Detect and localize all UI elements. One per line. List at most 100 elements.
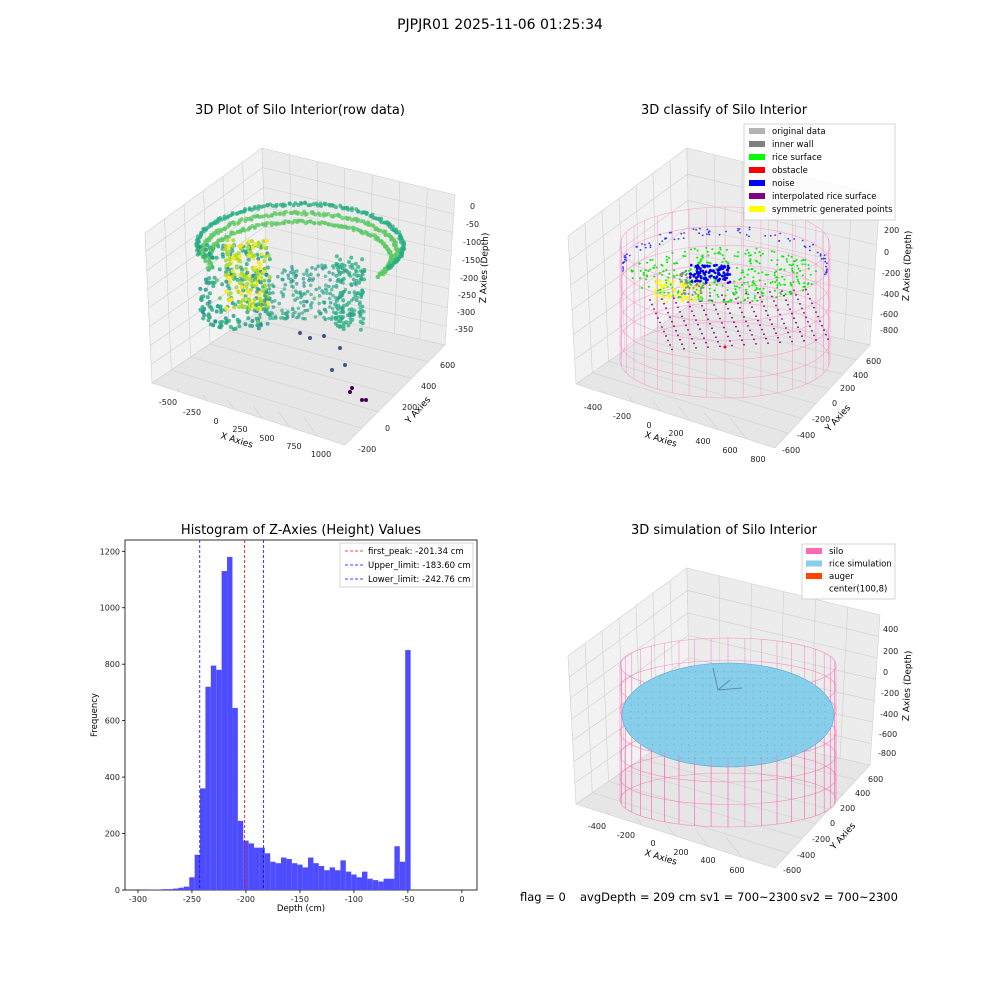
data-point [250,319,255,323]
data-point [245,310,250,315]
data-point [317,301,322,306]
data-point [220,252,225,257]
rice-point [759,751,761,753]
plot4-xtick: 400 [700,856,715,865]
rice-point [759,691,761,693]
grid-line [303,417,318,437]
data-point [285,314,290,318]
data-point [289,280,293,284]
plot4-ytick: 600 [868,775,883,784]
rice-point [752,757,754,759]
data-point [257,297,262,301]
rice-point [766,717,769,719]
data-point [263,246,268,251]
data-point [346,207,351,212]
data-point [334,285,339,289]
rice-point [709,737,711,739]
rice-point [788,724,790,726]
rice-point [673,711,675,713]
data-point [262,266,267,271]
rice-point [759,677,761,679]
rice-point [659,751,661,753]
data-point [329,287,334,292]
data-point [314,287,319,292]
data-point [281,277,285,282]
data-point [383,233,388,238]
data-point [247,297,252,302]
rice-point [766,731,769,733]
data-point [220,282,225,287]
rice-point [773,704,776,706]
rice-point [759,737,761,739]
rice-point [802,704,804,706]
rice-point [745,744,747,746]
data-point [223,258,228,263]
rice-point [659,724,661,726]
data-point [264,239,269,243]
rice-point [773,671,776,673]
data-point [356,217,360,222]
data-point [267,283,272,288]
rice-point [788,677,790,679]
rice-point [659,731,661,733]
rice-point [716,697,718,699]
rice-point [695,731,697,733]
data-point [249,283,254,287]
data-point [243,207,248,212]
status-flag: flag = 0 [520,890,566,904]
status-sv1: sv1 = 700~2300 [700,890,798,904]
rice-point [795,751,797,753]
data-point [370,212,375,217]
data-point [321,266,325,271]
data-point [311,277,316,281]
data-point [252,265,257,270]
rice-point [752,677,754,679]
rice-point [788,697,790,699]
data-point [198,244,203,249]
rice-point [788,691,790,693]
rice-point [716,724,718,726]
data-point [247,291,252,296]
rice-point [630,724,632,726]
data-point [316,264,321,269]
data-point [239,217,244,222]
rice-point [752,744,754,746]
data-point [219,217,224,222]
rice-point [680,691,683,693]
rice-point [709,731,711,733]
rice-point [773,731,776,733]
rice-point [745,697,747,699]
rice-disk [621,662,835,768]
rice-point [745,671,747,673]
data-point [204,247,209,252]
data-point [238,259,242,263]
rice-point [723,704,726,706]
rice-point [630,731,632,733]
data-point [323,307,327,312]
data-point [222,226,227,231]
data-point [371,224,376,229]
data-point [354,282,358,287]
data-point [284,209,288,214]
data-point [283,219,288,224]
rice-point [652,704,654,706]
data-point [332,213,337,218]
rice-point [738,671,740,673]
rice-point [752,737,754,739]
rice-point [738,744,740,746]
data-point [303,291,307,296]
rice-point [695,757,697,759]
rice-point [659,737,661,739]
rice-point [630,697,632,699]
rice-point [817,717,819,719]
data-point [265,307,269,312]
data-point [225,275,230,280]
grid-line [262,167,454,215]
data-point [218,325,223,330]
rice-point [709,697,711,699]
data-point [256,302,261,307]
data-point [227,292,231,297]
rice-point [781,704,783,706]
data-point [211,284,216,289]
data-point [274,202,279,207]
